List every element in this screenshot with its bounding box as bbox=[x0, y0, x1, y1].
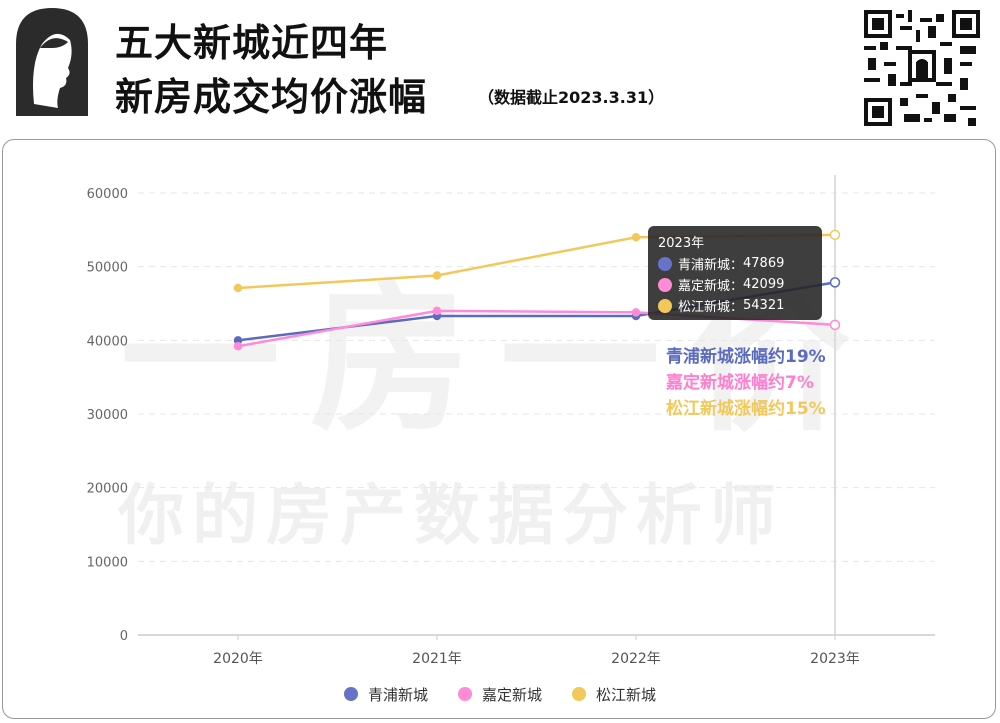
annotation-qingpu: 青浦新城涨幅约19% bbox=[666, 347, 826, 367]
tooltip-row-jiading: 嘉定新城： 42099 bbox=[658, 274, 812, 295]
y-tick-label: 30000 bbox=[87, 408, 128, 423]
avatar-logo-icon bbox=[16, 8, 88, 116]
legend-label: 青浦新城 bbox=[367, 685, 428, 704]
x-tick-label: 2021年 bbox=[412, 651, 462, 667]
tooltip-row-songjiang: 松江新城： 54321 bbox=[658, 295, 812, 316]
tooltip-value: 54321 bbox=[743, 298, 785, 313]
legend-dot-icon bbox=[457, 687, 472, 701]
y-tick-label: 50000 bbox=[87, 261, 128, 276]
annotation-songjiang: 松江新城涨幅约15% bbox=[666, 399, 826, 419]
legend-item-qingpu[interactable]: 青浦新城 bbox=[343, 683, 428, 705]
legend-item-songjiang[interactable]: 松江新城 bbox=[572, 683, 656, 705]
data-point bbox=[829, 229, 841, 241]
watermark-slogan: 你的房产数据分析师 bbox=[118, 477, 784, 554]
header: 五大新城近四年 新房成交均价涨幅 （数据截止2023.3.31） bbox=[0, 0, 1000, 135]
page-title-line1: 五大新城近四年 bbox=[115, 21, 389, 65]
legend-label: 松江新城 bbox=[596, 685, 657, 704]
tooltip-row-qingpu: 青浦新城： 47869 bbox=[658, 253, 812, 274]
tooltip-title: 2023年 bbox=[658, 236, 705, 251]
x-tick-label: 2023年 bbox=[810, 651, 860, 667]
tooltip-value: 47869 bbox=[743, 256, 785, 271]
legend-item-jiading[interactable]: 嘉定新城 bbox=[457, 683, 542, 705]
data-point bbox=[432, 306, 442, 316]
legend-label: 嘉定新城 bbox=[481, 685, 542, 704]
jiading-dot-icon bbox=[658, 277, 672, 292]
data-point bbox=[631, 232, 641, 242]
data-tooltip: 2023年 青浦新城： 47869 嘉定新城： 42099 松江新城： 5432… bbox=[648, 226, 822, 320]
data-point bbox=[233, 341, 243, 351]
qr-code-icon bbox=[864, 10, 980, 126]
chart-legend: 青浦新城 嘉定新城 松江新城 bbox=[0, 683, 1000, 705]
annotation-jiading: 嘉定新城涨幅约7% bbox=[666, 373, 814, 393]
data-point bbox=[829, 319, 841, 331]
data-point bbox=[432, 271, 442, 280]
y-tick-label: 0 bbox=[120, 629, 128, 644]
data-point bbox=[829, 277, 841, 288]
tooltip-label: 松江新城： bbox=[678, 300, 744, 315]
tooltip-value: 42099 bbox=[743, 277, 785, 292]
y-tick-label: 40000 bbox=[87, 334, 128, 349]
x-tick-label: 2022年 bbox=[611, 651, 661, 667]
x-tick-label: 2020年 bbox=[213, 651, 263, 667]
page-title-line2: 新房成交均价涨幅 bbox=[115, 75, 428, 119]
tooltip-label: 青浦新城： bbox=[678, 258, 744, 273]
tooltip-label: 嘉定新城： bbox=[678, 279, 744, 294]
data-cutoff-note: （数据截止2023.3.31） bbox=[478, 88, 665, 107]
y-tick-label: 60000 bbox=[87, 187, 128, 202]
data-point bbox=[233, 283, 243, 293]
legend-dot-icon bbox=[343, 687, 358, 701]
songjiang-dot-icon bbox=[658, 298, 672, 313]
y-tick-label: 20000 bbox=[87, 482, 128, 497]
qingpu-dot-icon bbox=[658, 256, 672, 271]
y-tick-label: 10000 bbox=[87, 555, 128, 570]
legend-dot-icon bbox=[572, 687, 586, 701]
data-point bbox=[631, 308, 641, 317]
